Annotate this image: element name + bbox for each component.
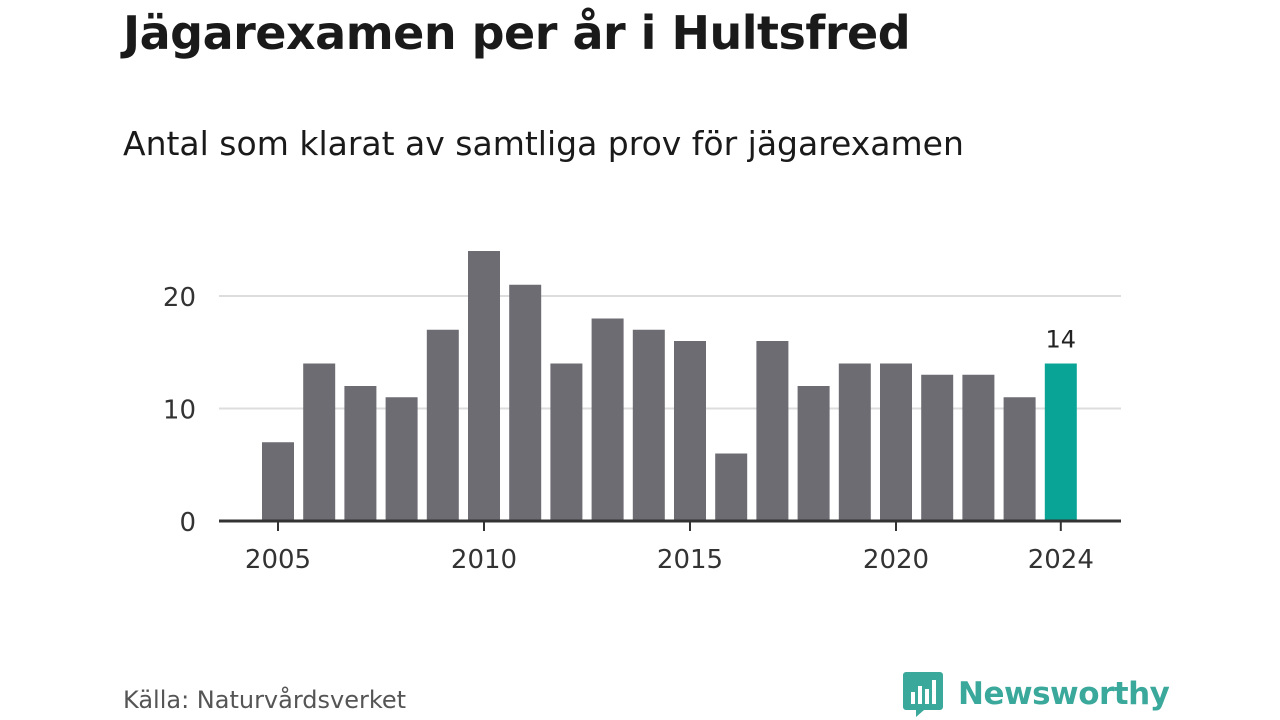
bar [550,363,583,521]
x-tick-label: 2020 [863,545,929,575]
chart-subtitle: Antal som klarat av samtliga prov för jä… [123,124,964,163]
bar [468,251,500,521]
y-tick-label: 0 [179,508,196,538]
bar [385,397,418,521]
brand-name: Newsworthy [958,676,1170,712]
bar [1003,397,1036,521]
bar [262,442,294,521]
bar [756,341,789,521]
bar [962,374,995,521]
x-tick-label: 2015 [657,545,723,575]
newsworthy-logo-icon [903,672,943,717]
bar [1044,363,1077,521]
source-note: Källa: Naturvårdsverket [123,686,407,714]
chart-title: Jägarexamen per år i Hultsfred [123,6,911,60]
x-tick-label: 2024 [1028,545,1094,575]
data-label: 14 [1046,326,1077,354]
bar [509,284,542,521]
bar [797,386,830,521]
y-tick-label: 20 [163,283,196,313]
bar [715,453,748,521]
bar [632,329,665,521]
bar [921,374,954,521]
bar [880,363,912,521]
bar [303,363,336,521]
bar [838,363,871,521]
brand-logo: Newsworthy [902,670,1170,718]
bar [344,386,377,521]
bar [426,329,459,521]
bar [591,318,624,521]
x-tick-label: 2010 [451,545,517,575]
bar [674,341,706,521]
y-tick-label: 10 [163,396,196,426]
x-tick-label: 2005 [245,545,311,575]
